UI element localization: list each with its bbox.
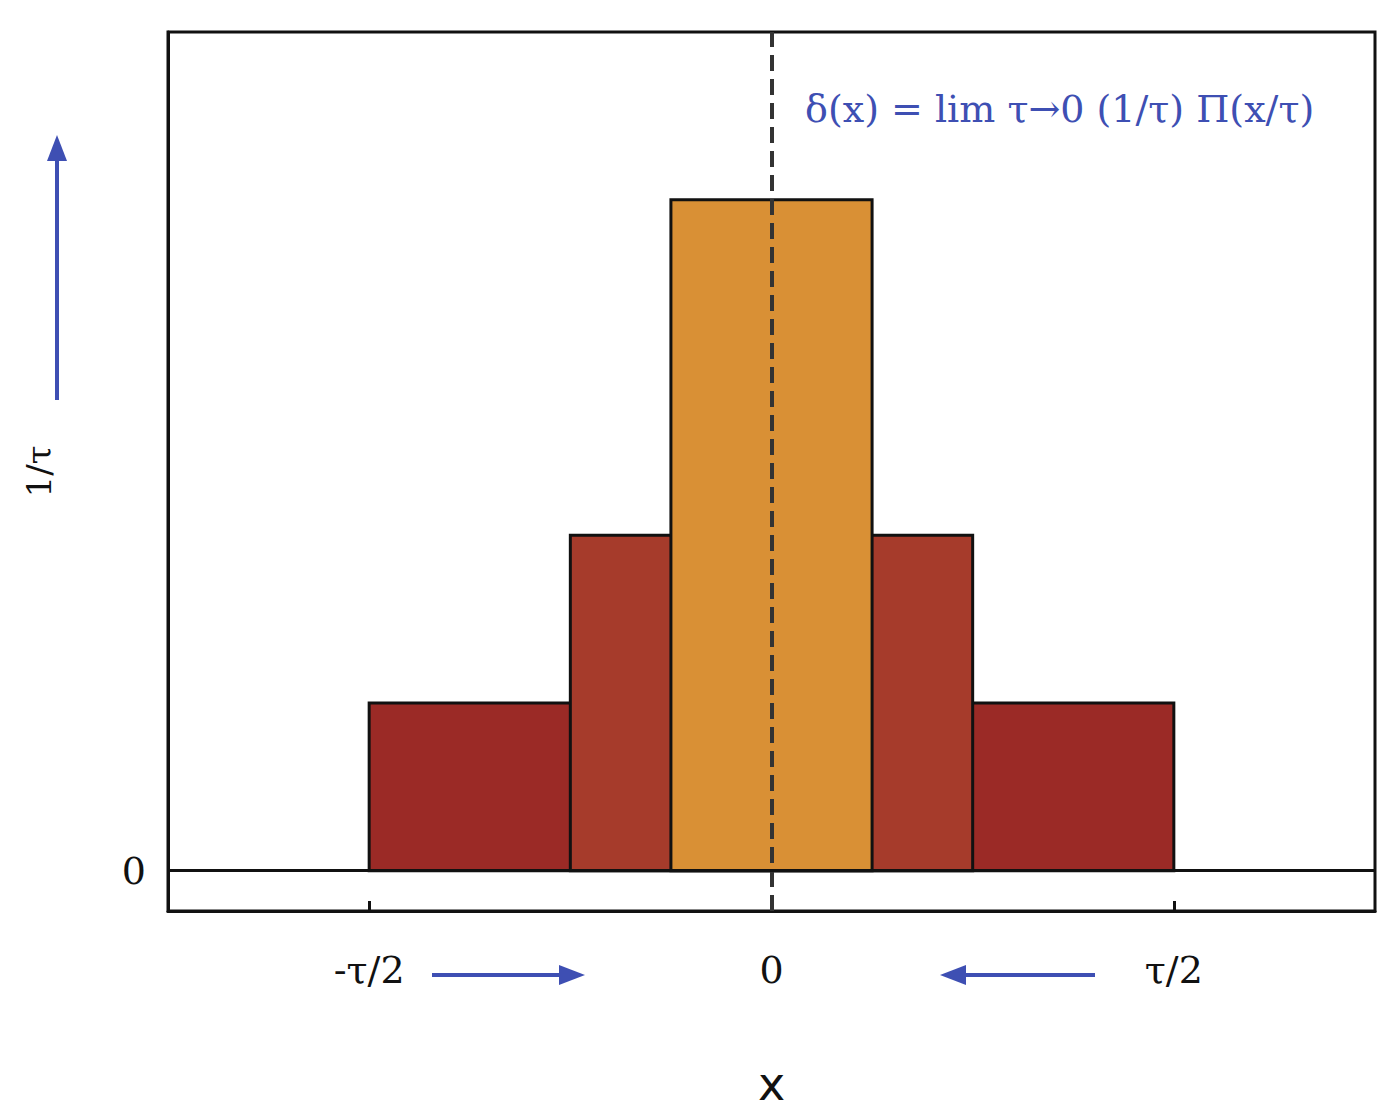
svg-text:-τ/2: -τ/2 [334, 948, 405, 992]
svg-text:1/τ: 1/τ [19, 446, 59, 498]
svg-text:τ/2: τ/2 [1145, 948, 1203, 992]
svg-text:0: 0 [759, 948, 783, 992]
svg-text:0: 0 [122, 849, 146, 893]
svg-text:x: x [758, 1057, 785, 1111]
svg-text:δ(x) = lim τ→0 (1/τ) Π(x/τ): δ(x) = lim τ→0 (1/τ) Π(x/τ) [805, 87, 1314, 131]
